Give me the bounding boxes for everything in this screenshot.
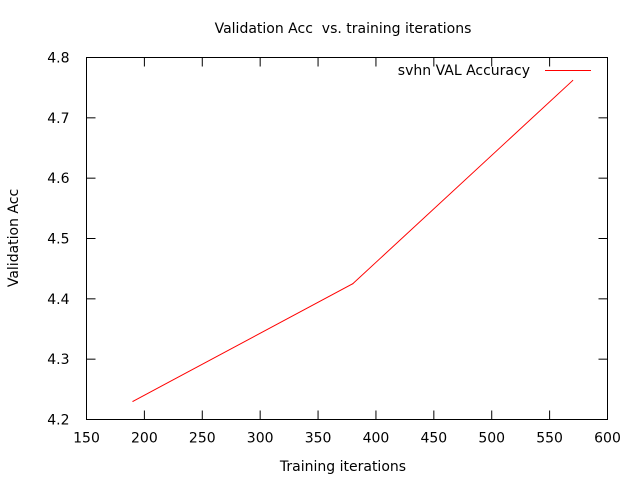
series-layer <box>132 79 574 402</box>
x-tick-label: 300 <box>247 431 274 447</box>
x-tick-label: 150 <box>73 431 100 447</box>
y-tick-label: 4.3 <box>47 352 69 368</box>
x-axis-label: Training iterations <box>279 459 406 475</box>
data-point <box>572 79 574 81</box>
y-axis-ticks: 4.2 4.3 4.4 4.5 4.6 4.7 4.8 <box>47 51 608 429</box>
data-point <box>132 400 134 402</box>
plot-area-border <box>86 57 608 420</box>
legend: svhn VAL Accuracy <box>398 63 591 79</box>
y-tick-label: 4.2 <box>47 413 69 429</box>
x-tick-label: 250 <box>189 431 216 447</box>
x-tick-label: 450 <box>420 431 447 447</box>
x-tick-label: 500 <box>478 431 505 447</box>
x-tick-label: 550 <box>536 431 563 447</box>
x-axis-ticks: 150 200 250 300 350 400 450 500 550 600 <box>73 57 621 447</box>
x-tick-label: 200 <box>131 431 158 447</box>
x-tick-label: 400 <box>363 431 390 447</box>
x-tick-label: 350 <box>305 431 332 447</box>
y-tick-label: 4.7 <box>47 111 69 127</box>
data-point <box>352 283 354 285</box>
y-tick-label: 4.6 <box>47 171 69 187</box>
y-tick-label: 4.8 <box>47 51 69 67</box>
series-line-1 <box>132 80 574 402</box>
y-tick-label: 4.5 <box>47 232 69 248</box>
x-tick-label: 600 <box>594 431 621 447</box>
y-axis-label: Validation Acc <box>6 189 22 287</box>
y-tick-label: 4.4 <box>47 292 69 308</box>
chart-title: Validation Acc vs. training iterations <box>215 21 472 37</box>
legend-label-series-1: svhn VAL Accuracy <box>398 63 530 79</box>
